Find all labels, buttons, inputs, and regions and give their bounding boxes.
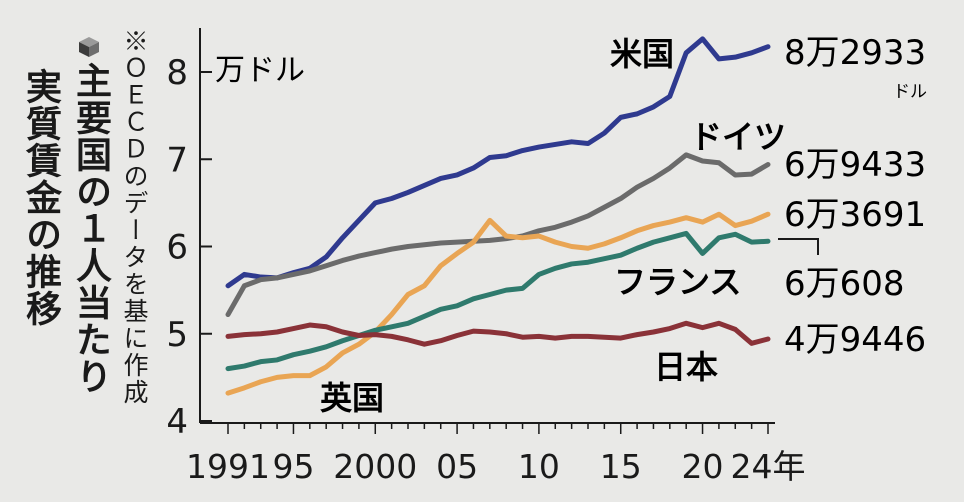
x-tick-label: 95 [272,447,314,486]
x-tick-label: 24年 [731,447,806,486]
series-line-1 [225,152,771,318]
series-name-0: 米国 [610,35,674,73]
x-tick-label: 20 [682,447,724,486]
y-tick-label: 4 [166,402,188,442]
y-unit-label: 万ドル [215,53,305,88]
cube-icon [79,37,99,57]
series-name-4: 日本 [654,348,718,386]
source-note: ※ＯＥＣＤのデータを基に作成 [120,28,149,406]
chart-title: 主要国の１人当たり 実質賃金の推移 [10,22,120,482]
y-tick-label: 8 [166,53,188,93]
chart-axes: 4 5 6 7 8 万ドル 1991 95 2000 05 10 15 20 24年 [166,28,806,486]
series-line-2 [225,211,771,396]
x-tick-label: 1991 [186,447,270,486]
series-name-1: ドイツ [690,118,786,156]
series-end-value-1: 6万9433 [784,145,926,185]
series-line-3 [225,230,771,372]
series-end-value-2: 6万3691 [784,195,926,235]
title-line-1: 主要国の１人当たり [70,62,111,395]
x-tick-label: 10 [518,447,560,486]
series-lines [225,36,771,396]
series-end-value-0: 8万2933 [784,33,926,73]
series-name-2: 英国 [320,379,384,417]
y-tick-label: 5 [166,315,188,355]
x-tick-label: 15 [600,447,642,486]
y-tick-label: 7 [166,140,188,180]
x-tick-label: 2000 [333,447,417,486]
y-tick-label: 6 [166,228,188,268]
series-line-4 [225,320,771,347]
france-leader-line [778,238,819,255]
x-tick-label: 05 [436,447,478,486]
series-end-value-3: 6万608 [784,264,905,304]
title-line-2: 実質賃金の推移 [20,68,61,327]
series-name-3: フランス [614,263,741,301]
end-unit-label: ドル [893,82,927,102]
series-line-0 [225,36,771,289]
series-end-value-4: 4万9446 [784,320,926,360]
